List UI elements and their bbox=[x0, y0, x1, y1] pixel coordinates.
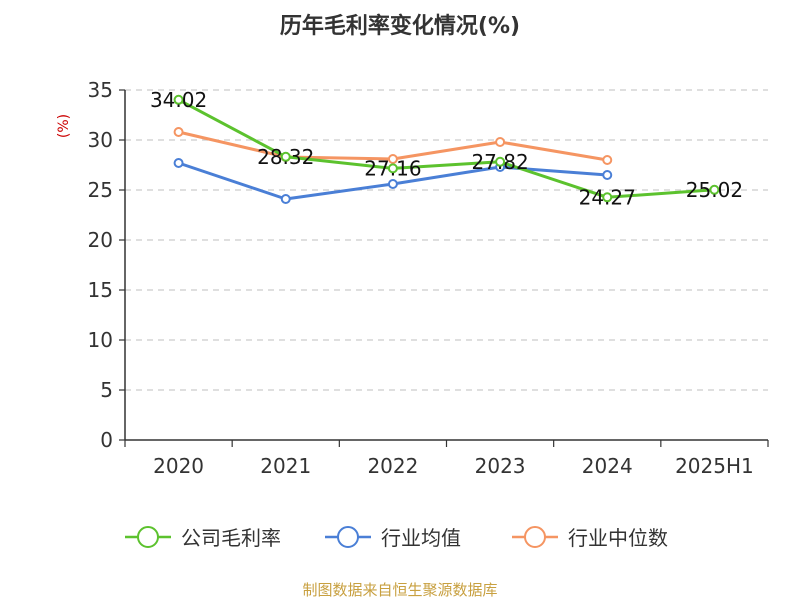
data-point[interactable] bbox=[602, 170, 613, 180]
x-tick-label: 2023 bbox=[475, 454, 526, 478]
y-tick-label: 5 bbox=[100, 378, 113, 402]
data-point[interactable] bbox=[173, 94, 184, 105]
data-label: 27.16 bbox=[364, 156, 421, 180]
data-point[interactable] bbox=[173, 127, 184, 137]
data-labels: 34.02 28.32 27.16 27.82 24.27 25.02 bbox=[150, 88, 743, 210]
series-line bbox=[177, 98, 715, 199]
legend-label: 行业中位数 bbox=[568, 526, 668, 550]
grid-lines bbox=[125, 89, 768, 391]
data-label: 28.32 bbox=[257, 145, 314, 169]
y-tick-label: 15 bbox=[88, 278, 113, 302]
axes: 0 5 10 15 20 25 30 35 2020 2021 2022 2023 2024 2025H1 bbox=[88, 78, 769, 478]
data-point[interactable] bbox=[173, 158, 184, 168]
legend-marker-icon bbox=[337, 526, 359, 548]
legend-marker-icon bbox=[137, 526, 159, 548]
y-tick-label: 25 bbox=[88, 178, 113, 202]
data-label: 27.82 bbox=[471, 150, 528, 174]
chart-title: 历年毛利率变化情况(%) bbox=[280, 13, 520, 39]
y-tick-label: 30 bbox=[88, 128, 113, 152]
data-point[interactable] bbox=[280, 194, 291, 204]
data-point[interactable] bbox=[387, 179, 398, 189]
data-label: 25.02 bbox=[686, 178, 743, 202]
legend-item-2[interactable]: 行业中位数 bbox=[512, 526, 668, 550]
data-label: 24.27 bbox=[579, 185, 636, 209]
source-note: 制图数据来自恒生聚源数据库 bbox=[302, 581, 497, 599]
y-tick-label: 35 bbox=[88, 78, 113, 102]
data-label: 34.02 bbox=[150, 88, 207, 112]
x-tick-label: 2022 bbox=[367, 454, 418, 478]
x-tick-label: 2021 bbox=[260, 454, 311, 478]
data-point[interactable] bbox=[602, 155, 613, 165]
legend-item-1[interactable]: 行业均值 bbox=[325, 526, 461, 550]
data-point[interactable] bbox=[387, 163, 398, 174]
series-lines bbox=[173, 94, 720, 204]
legend[interactable]: 公司毛利率 行业均值 行业中位数 bbox=[125, 526, 668, 550]
legend-marker-icon bbox=[524, 526, 546, 548]
y-tick-label: 0 bbox=[100, 428, 113, 452]
x-tick-label: 2025H1 bbox=[675, 454, 754, 478]
y-tick-label: 10 bbox=[88, 328, 113, 352]
data-point[interactable] bbox=[495, 137, 506, 147]
y-axis-label: (%) bbox=[56, 114, 72, 138]
x-tick-label: 2024 bbox=[582, 454, 633, 478]
data-point[interactable] bbox=[709, 184, 720, 195]
data-point[interactable] bbox=[602, 192, 613, 203]
x-tick-label: 2020 bbox=[153, 454, 204, 478]
legend-label: 行业均值 bbox=[381, 526, 461, 550]
series-0 bbox=[173, 94, 720, 203]
data-point[interactable] bbox=[280, 151, 291, 162]
data-point[interactable] bbox=[387, 154, 398, 164]
legend-item-0[interactable]: 公司毛利率 bbox=[125, 526, 281, 550]
y-tick-label: 20 bbox=[88, 228, 113, 252]
legend-label: 公司毛利率 bbox=[181, 526, 281, 550]
data-point[interactable] bbox=[495, 156, 506, 167]
